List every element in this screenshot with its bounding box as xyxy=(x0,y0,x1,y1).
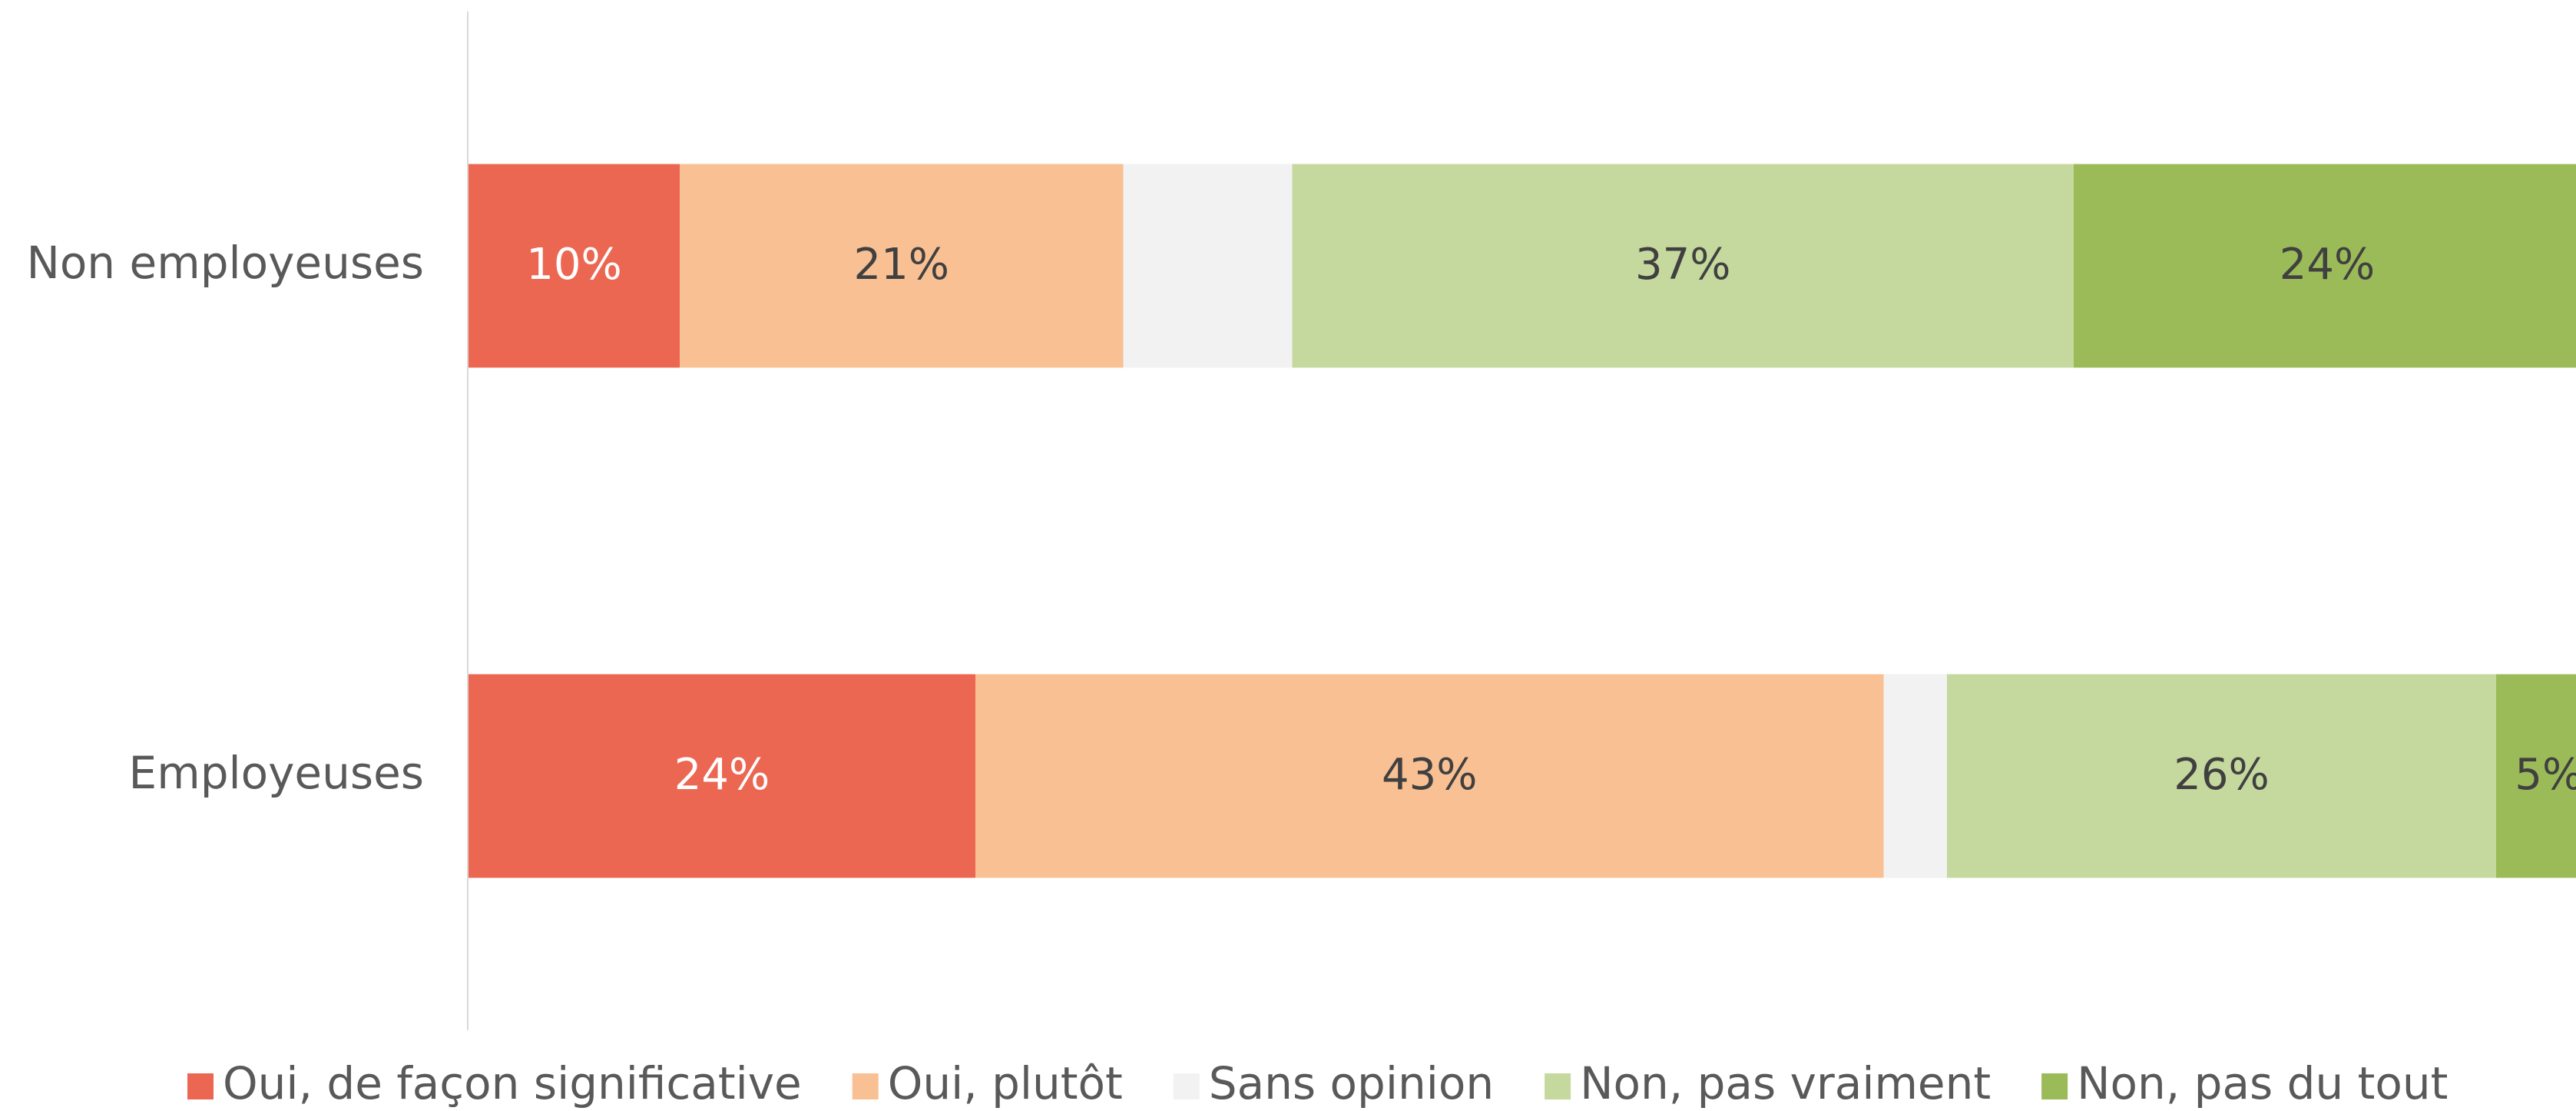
bar-segment xyxy=(680,164,1124,368)
legend-label: Non, pas vraiment xyxy=(1580,1057,1991,1109)
data-label: 21% xyxy=(854,240,949,290)
legend-label: Sans opinion xyxy=(1209,1057,1494,1109)
data-label: 37% xyxy=(1635,240,1730,290)
legend-swatch xyxy=(1545,1073,1571,1099)
bar-segment xyxy=(1947,674,2496,878)
data-label: 26% xyxy=(2174,750,2269,800)
bar-segment xyxy=(975,674,1884,878)
bar-segment xyxy=(1123,164,1293,368)
bar-segment xyxy=(469,164,680,368)
bar-segment xyxy=(469,674,975,878)
category-label: Employeuses xyxy=(129,747,424,799)
data-label: 24% xyxy=(674,750,770,800)
data-label: 43% xyxy=(1382,750,1477,800)
bar-segment xyxy=(2496,674,2576,878)
data-label: 24% xyxy=(2280,240,2375,290)
data-label: 5% xyxy=(2515,750,2576,800)
legend-swatch xyxy=(187,1073,214,1099)
legend-swatch xyxy=(852,1073,879,1099)
legend-label: Oui, de façon significative xyxy=(223,1057,802,1109)
bar-segment xyxy=(2074,164,2576,368)
legend-label: Non, pas du tout xyxy=(2077,1057,2448,1109)
legend-swatch xyxy=(2041,1073,2068,1099)
bar-segment xyxy=(1883,674,1947,878)
legend-swatch xyxy=(1173,1073,1200,1099)
bar-segment xyxy=(1292,164,2074,368)
legend-label: Oui, plutôt xyxy=(888,1057,1123,1109)
data-label: 10% xyxy=(526,240,621,290)
category-label: Non employeuses xyxy=(26,237,424,289)
